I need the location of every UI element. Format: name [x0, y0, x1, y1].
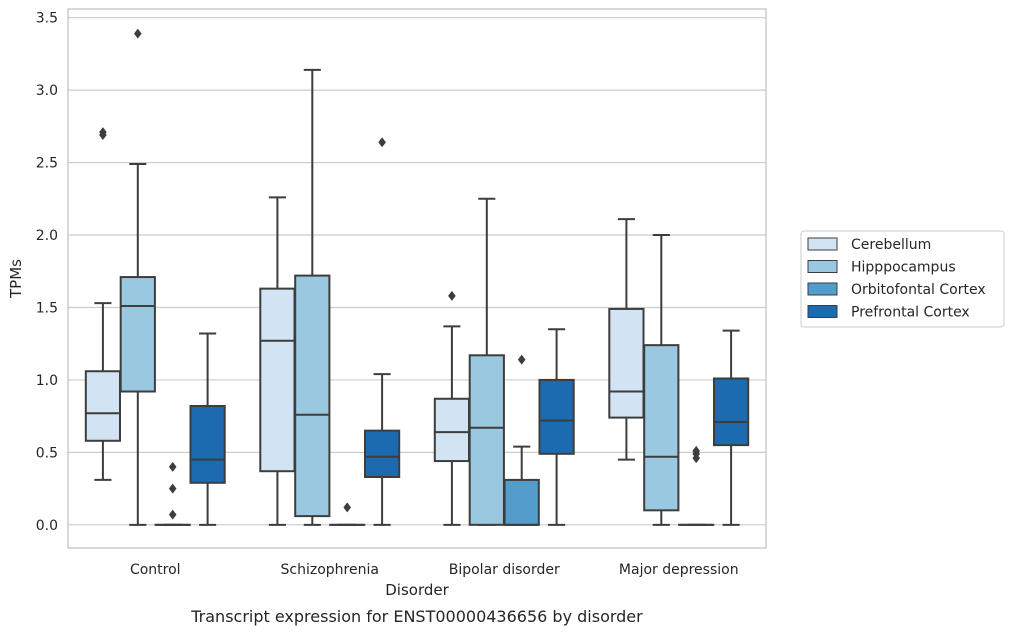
box-hipppocampus-control: [119, 28, 156, 526]
y-tick-label: 3.0: [36, 83, 58, 99]
box-body: [363, 429, 401, 479]
box-hipppocampus-schizophrenia: [294, 68, 331, 526]
x-tick-labels: Control Schizophrenia Bipolar disorder Majo…: [130, 562, 739, 578]
gridlines: [68, 17, 766, 526]
outlier-point: [343, 502, 351, 513]
y-tick-label: 2.5: [36, 156, 58, 172]
legend-label: Orbitofontal Cortex: [851, 282, 986, 298]
box-cerebellum-bipolar-disorder: [433, 290, 471, 526]
box-plots: [84, 28, 750, 526]
x-tick-label: Schizophrenia: [281, 562, 379, 578]
legend: Cerebellum Hipppocampus Orbitofontal Corte…: [800, 230, 1005, 328]
box-body: [608, 307, 645, 419]
box-body: [468, 354, 505, 526]
legend-frame: [800, 230, 1005, 328]
box-body: [433, 397, 471, 463]
y-tick-label: 0.0: [36, 518, 58, 534]
outlier-point: [134, 28, 142, 39]
y-tick-label: 3.5: [36, 11, 58, 27]
legend-swatch: [807, 305, 838, 318]
box-body: [503, 478, 540, 526]
outlier-point: [378, 137, 386, 148]
legend-swatch: [807, 282, 838, 296]
legend-label: Hipppocampus: [851, 260, 956, 276]
box-orbitofontal-cortex-schizophrenia: [329, 502, 366, 526]
box-body: [84, 370, 122, 442]
box-body: [294, 274, 331, 518]
x-tick-label: Bipolar disorder: [449, 562, 560, 578]
box-prefrontal-cortex-major-depression: [712, 329, 750, 526]
outlier-point: [168, 461, 177, 472]
box-body: [119, 276, 156, 393]
y-tick-label: 1.0: [36, 373, 58, 389]
x-tick-label: Major depression: [619, 562, 739, 578]
box-orbitofontal-cortex-control: [154, 461, 191, 526]
x-tick-label: Control: [130, 562, 181, 578]
x-axis-label: Disorder: [385, 581, 449, 599]
outlier-point: [692, 445, 700, 456]
box-hipppocampus-major-depression: [643, 234, 680, 526]
box-body: [712, 377, 750, 447]
box-body: [259, 287, 296, 473]
y-tick-labels: 0.0 0.5 1.0 1.5 2.0 2.5 3.0 3.5: [36, 11, 58, 534]
box-prefrontal-cortex-schizophrenia: [363, 137, 401, 526]
box-orbitofontal-cortex-major-depression: [678, 445, 715, 526]
legend-label: Cerebellum: [851, 237, 931, 253]
outlier-point: [517, 354, 526, 365]
box-prefrontal-cortex-control: [189, 332, 226, 526]
plot-frame: [67, 8, 767, 549]
y-tick-label: 0.5: [36, 445, 58, 461]
box-cerebellum-major-depression: [608, 218, 645, 461]
outlier-point: [99, 127, 107, 138]
legend-swatch: [807, 260, 838, 273]
box-body: [643, 344, 680, 512]
box-body: [538, 378, 575, 455]
box-prefrontal-cortex-bipolar-disorder: [538, 328, 575, 526]
outlier-point: [448, 290, 456, 301]
legend-label: Prefrontal Cortex: [851, 305, 970, 321]
legend-items: Cerebellum Hipppocampus Orbitofontal Corte…: [807, 237, 986, 321]
y-axis-label: TPMs: [7, 259, 25, 299]
chart-caption: Transcript expression for ENST0000043665…: [190, 607, 643, 626]
y-tick-label: 1.5: [36, 300, 58, 316]
box-body: [189, 405, 226, 484]
outlier-point: [168, 483, 177, 494]
outlier-point: [168, 509, 177, 520]
box-cerebellum-schizophrenia: [259, 196, 296, 526]
box-orbitofontal-cortex-bipolar-disorder: [503, 354, 540, 526]
y-tick-label: 2.0: [36, 228, 58, 244]
box-cerebellum-control: [84, 127, 122, 481]
legend-swatch: [807, 237, 838, 251]
box-hipppocampus-bipolar-disorder: [468, 197, 505, 526]
